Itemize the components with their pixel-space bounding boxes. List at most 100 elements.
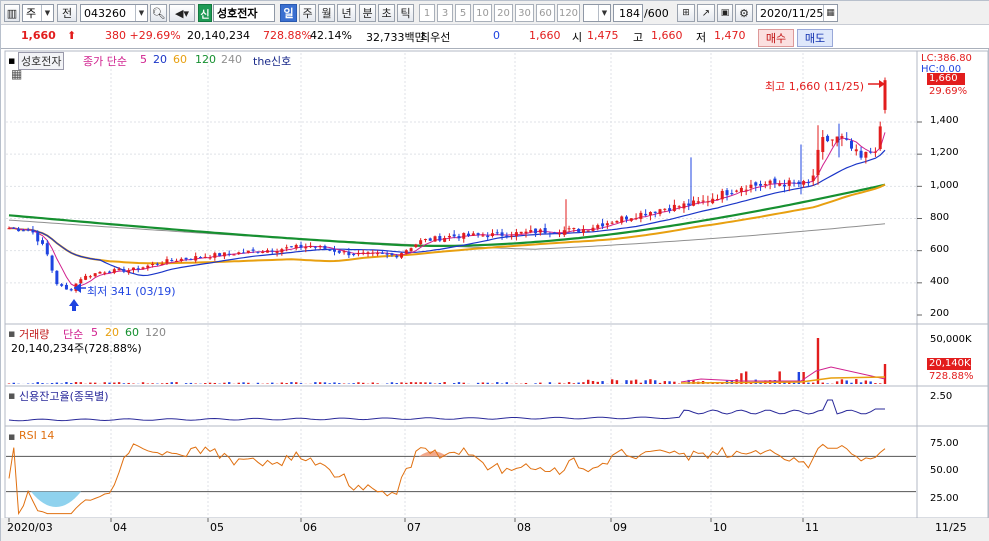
candle-up (821, 137, 825, 153)
pane-icon[interactable]: ▪ (8, 327, 16, 340)
period-year-tab[interactable]: 년 (337, 4, 356, 22)
candle-up (261, 251, 265, 253)
kind-button[interactable]: 전 (57, 4, 77, 22)
volume-bar (859, 382, 863, 384)
volume-bar (596, 381, 599, 384)
period-month-tab[interactable]: 월 (318, 4, 335, 22)
volume-bar (256, 382, 260, 384)
candle-up (151, 264, 155, 266)
interval-1[interactable]: 1 (419, 4, 435, 22)
candle-down (773, 178, 777, 184)
interval-custom[interactable]: ▼ (583, 4, 611, 22)
buy-button[interactable]: 매수 (758, 29, 794, 47)
open-label: 시 (572, 31, 583, 44)
sound-icon[interactable]: ◀▾ (169, 4, 195, 22)
date-input[interactable]: 2020/11/25 ▦ (756, 4, 838, 22)
sell-button[interactable]: 매도 (797, 29, 833, 47)
volume-bar (65, 382, 68, 384)
pane-icon[interactable]: ▪ (8, 54, 16, 67)
interval-30[interactable]: 30 (515, 4, 534, 22)
candle-down (476, 233, 480, 235)
search-icon[interactable]: 🔍︎ (150, 4, 167, 22)
date-value: 2020/11/25 (760, 6, 824, 20)
period-second-tab[interactable]: 초 (378, 4, 395, 22)
volume-bar (113, 382, 116, 384)
volume-bar (582, 382, 585, 384)
candle-down (299, 244, 303, 248)
grid-icon[interactable]: ▦ (11, 67, 23, 81)
candle-up (519, 231, 523, 234)
candle-up (591, 227, 595, 231)
current-price: 1,660 (21, 29, 56, 42)
candle-up (232, 254, 236, 256)
volume-last: 20,140K (929, 358, 971, 369)
code-input[interactable]: 043260 ▼ (80, 4, 148, 22)
x-label-aug: 08 (517, 521, 531, 534)
credit-ratio-line (8, 399, 885, 422)
volume-bar (323, 382, 327, 384)
last-volume-marker (927, 358, 971, 370)
volume-bar (93, 382, 97, 384)
trend-icon[interactable]: ↗ (697, 4, 715, 22)
stock-name-field[interactable]: 성호전자 (213, 4, 275, 22)
x-label-nov: 11 (805, 521, 819, 534)
volume-info: 20,140,234주(728.88%) (11, 342, 142, 355)
volume-bar (438, 382, 442, 384)
save-icon[interactable]: ▣ (717, 4, 733, 22)
interval-10[interactable]: 10 (473, 4, 492, 22)
interval-5[interactable]: 5 (455, 4, 471, 22)
x-label-jun: 06 (303, 521, 317, 534)
candle-down (31, 229, 35, 233)
period-minute-tab[interactable]: 분 (359, 4, 376, 22)
candle-down (792, 182, 796, 184)
pane-icon[interactable]: ▪ (8, 430, 16, 443)
volume-bar (486, 382, 489, 384)
candle-down (227, 253, 231, 255)
volume-bar (314, 382, 317, 384)
period-tick-tab[interactable]: 틱 (397, 4, 414, 22)
candle-up (117, 268, 121, 271)
volume-bar (577, 382, 580, 384)
indicator-icon[interactable]: ⊞ (677, 4, 695, 22)
volume-bar (74, 382, 78, 384)
candle-up (586, 230, 590, 232)
candle-down (256, 251, 260, 253)
volume-bar (864, 380, 868, 384)
interval-3[interactable]: 3 (437, 4, 453, 22)
gear-icon[interactable]: ⚙ (735, 4, 753, 22)
ma120-label: 120 (195, 53, 216, 66)
candle-down (270, 250, 274, 252)
volume-bar (385, 383, 389, 384)
period-day-tab[interactable]: 일 (280, 4, 297, 22)
candle-up (830, 139, 834, 141)
candle-down (155, 263, 159, 265)
price-axis (916, 50, 989, 325)
volume-bar (89, 382, 92, 384)
volume-bar (7, 383, 11, 384)
interval-20[interactable]: 20 (494, 4, 513, 22)
period-week-tab[interactable]: 주 (299, 4, 316, 22)
lc-label: LC:386.80 (921, 53, 972, 64)
last-pct-label: 29.69% (929, 86, 968, 97)
count-input[interactable]: 184 (613, 4, 643, 22)
candle-up (629, 218, 633, 221)
volume-bar (639, 382, 643, 384)
x-label-mar: 2020/03 (7, 521, 53, 534)
bid-price: 1,660 (529, 29, 561, 42)
interval-60[interactable]: 60 (536, 4, 555, 22)
volume-bar (807, 382, 810, 384)
pane-icon[interactable]: ▪ (8, 389, 16, 402)
ma5-label: 5 (140, 53, 147, 66)
rsi-line (8, 443, 886, 516)
candle-up (146, 265, 150, 268)
y-tick-1400: 1,400 (930, 115, 959, 126)
stock-label[interactable]: 성호전자 (18, 52, 65, 70)
volume-ma120: 120 (145, 326, 166, 339)
chevron-down-icon: ▼ (135, 5, 147, 21)
volume-bar (524, 382, 528, 384)
volume-bar (122, 383, 126, 384)
market-select[interactable]: 주 ▼ (22, 4, 54, 22)
interval-120[interactable]: 120 (557, 4, 580, 22)
panel-icon[interactable]: ▥ (4, 4, 20, 22)
